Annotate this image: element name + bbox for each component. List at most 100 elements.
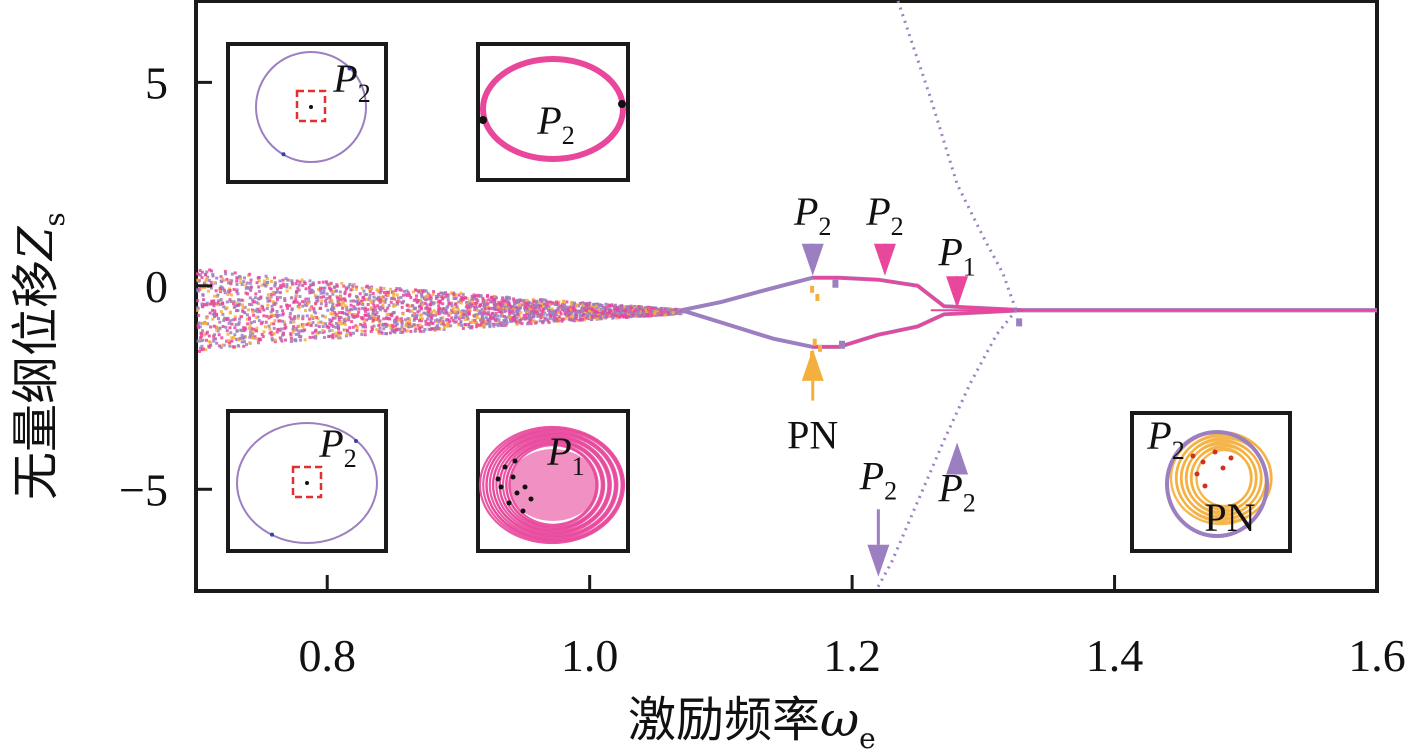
chaos-point [225, 339, 229, 343]
chaos-point [245, 317, 249, 321]
chaos-point [462, 309, 466, 313]
chaos-point [451, 310, 455, 314]
chaos-point [563, 311, 567, 315]
chaos-point [253, 335, 257, 339]
chaos-point [626, 315, 630, 319]
chaos-point [337, 331, 341, 335]
plot-frame [194, 0, 1379, 593]
chaos-point [265, 280, 269, 284]
chaos-point [300, 278, 304, 282]
chaos-point [484, 322, 488, 326]
chaos-point [401, 312, 405, 316]
chaos-point [294, 332, 298, 336]
chaos-point [369, 286, 373, 290]
chaos-point [198, 288, 202, 292]
chaos-point [494, 306, 498, 310]
chaos-point [541, 298, 545, 302]
chaos-point [479, 319, 483, 323]
chaos-point [517, 303, 521, 307]
chaos-point [393, 330, 397, 334]
chaos-point [577, 318, 581, 322]
chaos-point [324, 302, 328, 306]
chaos-point [608, 304, 612, 308]
chaos-point [437, 309, 441, 313]
chaos-point [254, 328, 258, 332]
chaos-point [355, 325, 359, 329]
chaos-point [228, 326, 232, 330]
chaos-point [201, 321, 205, 325]
chaos-point [330, 304, 334, 308]
chaos-point [549, 300, 553, 304]
annotation-label: P2 [332, 56, 370, 108]
chaos-point [237, 322, 241, 326]
chaos-point [477, 312, 481, 316]
chaos-point [516, 313, 520, 317]
chaos-point [475, 316, 479, 320]
chaos-point [590, 313, 594, 317]
chaos-point [351, 325, 355, 329]
pn-point [815, 293, 820, 301]
chaos-point [341, 301, 345, 305]
chaos-point [473, 305, 477, 309]
chaos-point [292, 320, 296, 324]
chaos-point [390, 328, 394, 332]
chaos-point [438, 326, 442, 330]
chaos-point [311, 281, 315, 285]
inset-orbit [482, 427, 624, 543]
chaos-point [605, 315, 609, 319]
chaos-point [451, 319, 455, 323]
chaos-point [248, 324, 252, 328]
chaos-point [205, 330, 209, 334]
chaos-point [211, 308, 215, 312]
chaos-point [326, 325, 330, 329]
chaos-point [639, 312, 643, 316]
chaos-point [502, 300, 506, 304]
inset-point [514, 490, 520, 496]
y-tick-label: −5 [119, 464, 168, 515]
chaos-point [234, 301, 238, 305]
chaos-point [244, 291, 248, 295]
inset-zoom-box [295, 89, 327, 123]
chaos-point [671, 311, 675, 315]
chaos-point [225, 300, 229, 304]
inset-orbit-fill [508, 449, 598, 521]
chaos-point [596, 302, 600, 306]
inset-orbit [480, 56, 626, 162]
chaos-point [264, 274, 268, 278]
chaos-point [438, 295, 442, 299]
chaos-point [279, 337, 283, 341]
chaos-point [218, 303, 222, 307]
chaos-point [212, 337, 216, 341]
chaos-point [298, 280, 302, 284]
chaos-point [268, 299, 272, 303]
chaos-point [535, 304, 539, 308]
chaos-point [556, 311, 560, 315]
chaos-point [668, 308, 672, 312]
chaos-point [502, 324, 506, 328]
chaos-point [237, 298, 241, 302]
chaos-point [228, 288, 232, 292]
chaos-point [289, 336, 293, 340]
inset-point [1212, 449, 1218, 455]
chaos-point [386, 293, 390, 297]
chaos-point [282, 284, 286, 288]
annotation: P2 [865, 189, 904, 276]
chaos-point [295, 279, 299, 283]
chaos-point [597, 308, 601, 312]
chaos-point [499, 321, 503, 325]
chaos-point [497, 307, 501, 311]
chaos-point [556, 308, 560, 312]
chaos-point [519, 311, 523, 315]
chaos-point [230, 339, 234, 343]
chaos-point [599, 314, 603, 318]
chaos-point [420, 293, 424, 297]
chaos-point [460, 323, 464, 327]
chaos-point [399, 296, 403, 300]
chaos-point [270, 337, 274, 341]
chaos-point [291, 327, 295, 331]
chaos-point [369, 300, 373, 304]
chaos-point [329, 307, 333, 311]
chaos-point [370, 325, 374, 329]
chaos-point [314, 296, 318, 300]
chaos-point [507, 302, 511, 306]
